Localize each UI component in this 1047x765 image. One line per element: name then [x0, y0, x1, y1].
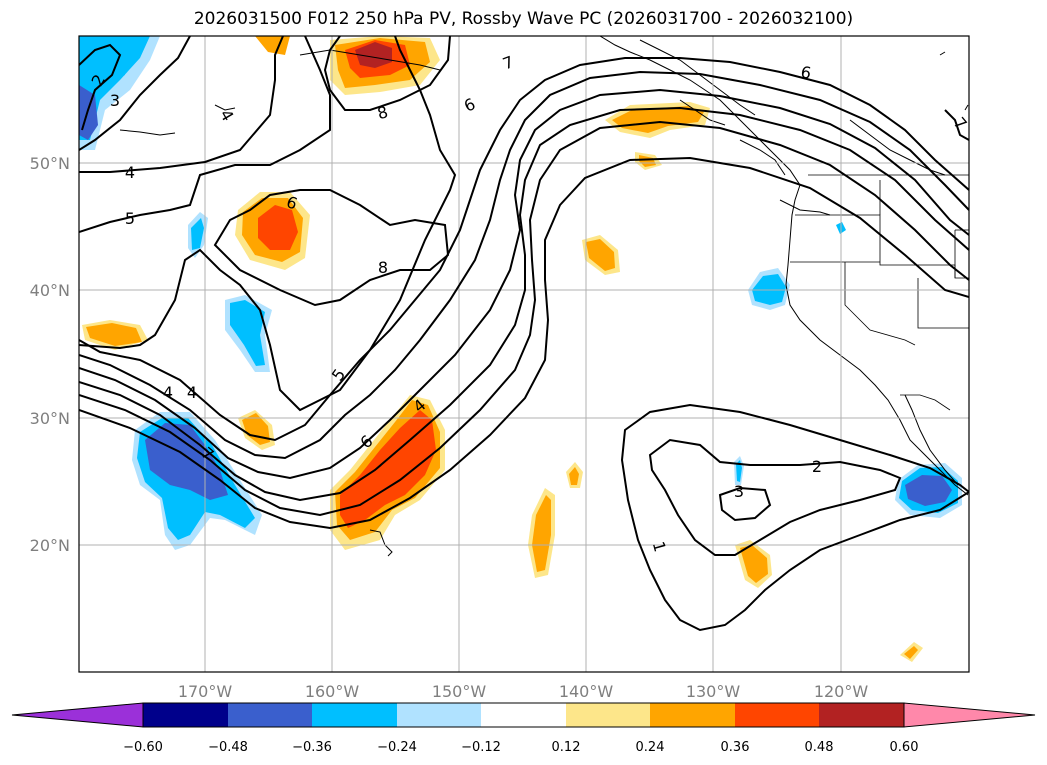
- colorbar-tick-label: 0.60: [890, 740, 919, 755]
- lon-label: 140°W: [559, 682, 614, 701]
- contour-label: 8: [378, 258, 388, 277]
- lat-label: 50°N: [30, 154, 70, 173]
- colorbar-ticks: −0.60 −0.48 −0.36 −0.24 −0.12 0.12 0.24 …: [123, 740, 918, 755]
- contour-label: 4: [187, 383, 197, 402]
- lat-label: 20°N: [30, 536, 70, 555]
- colorbar-cell: [312, 703, 397, 727]
- lon-label: 170°W: [178, 682, 233, 701]
- colorbar-cell: [735, 703, 819, 727]
- colorbar-extend-low: [11, 702, 144, 728]
- colorbar-tick-label: −0.60: [123, 740, 163, 755]
- contour-label: 5: [125, 209, 135, 228]
- contour-label: 8: [375, 102, 390, 123]
- colorbar-cell: [397, 703, 481, 727]
- contour-label: 1: [649, 539, 670, 554]
- colorbar-cell: [819, 703, 904, 727]
- colorbar-extend-high: [903, 702, 1036, 728]
- colorbar-cell: [143, 703, 228, 727]
- pv-anomaly-fill: [79, 36, 962, 662]
- map-title: 2026031500 F012 250 hPa PV, Rossby Wave …: [193, 9, 854, 29]
- colorbar-tick-label: 0.36: [721, 740, 750, 755]
- lon-label: 160°W: [305, 682, 360, 701]
- colorbar-tick-label: 0.48: [805, 740, 834, 755]
- colorbar-cell: [650, 703, 735, 727]
- colorbar-cell: [566, 703, 650, 727]
- lat-label: 30°N: [30, 409, 70, 428]
- colorbar-tick-label: −0.36: [292, 740, 332, 755]
- lat-label: 40°N: [30, 281, 70, 300]
- colorbar-tick-label: 0.24: [636, 740, 665, 755]
- map-panel: [79, 36, 969, 672]
- lon-label: 130°W: [686, 682, 741, 701]
- colorbar-cell: [228, 703, 312, 727]
- coastlines: [119, 36, 969, 557]
- contour-label: 4: [125, 163, 135, 182]
- colorbar-tick-label: −0.48: [208, 740, 248, 755]
- longitude-labels: 170°W 160°W 150°W 140°W 130°W 120°W: [178, 682, 869, 701]
- latitude-labels: 50°N 40°N 30°N 20°N: [30, 154, 70, 555]
- contour-label: 4: [163, 383, 173, 402]
- pv-contours: [79, 36, 969, 632]
- colorbar-frame: [142, 702, 905, 728]
- colorbar-cell: [481, 703, 566, 727]
- contour-label: 2: [812, 457, 822, 476]
- colorbar-tick-label: 0.12: [552, 740, 581, 755]
- contour-label: 3: [734, 482, 744, 501]
- contour-label: 6: [799, 62, 812, 82]
- contour-label: 3: [110, 91, 120, 110]
- colorbar-tick-label: −0.24: [377, 740, 417, 755]
- lon-label: 120°W: [814, 682, 869, 701]
- map-frame: [78, 35, 970, 673]
- colorbar-tick-label: −0.12: [461, 740, 501, 755]
- colorbar: −0.60 −0.48 −0.36 −0.24 −0.12 0.12 0.24 …: [11, 702, 1036, 755]
- lon-label: 150°W: [432, 682, 487, 701]
